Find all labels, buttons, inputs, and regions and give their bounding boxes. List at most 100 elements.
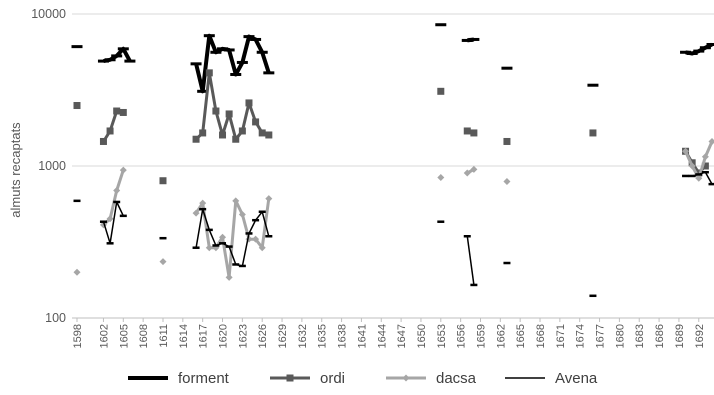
x-tick-label: 1626 [257,324,269,348]
data-point [106,242,114,245]
data-point [708,137,714,145]
data-point [232,263,240,266]
data-point [199,207,207,211]
x-tick-label: 1614 [178,324,190,348]
data-point [238,210,246,218]
x-tick-label: 1659 [475,324,487,348]
series-dacsa [73,137,714,281]
x-tick-label: 1620 [218,324,230,348]
y-axis-label: almuts recaptats [8,122,23,218]
data-point [119,166,127,174]
legend-item: ordi [270,370,345,387]
data-point [119,214,127,218]
data-point [73,268,81,276]
x-tick-label: 1644 [376,324,388,348]
data-point [217,47,229,51]
data-point [706,43,714,47]
data-point [258,129,266,137]
data-point [468,37,480,41]
x-axis-ticks: 1598 1602 1605 1608 1611 1614 1617 1620 1623 1626… [72,318,706,348]
data-point [104,58,116,62]
data-point [111,54,123,58]
data-point [199,199,207,207]
data-point [701,170,709,174]
data-point [680,50,692,54]
x-tick-label: 1623 [237,324,249,348]
data-point [695,173,703,176]
series-line [102,201,124,245]
x-tick-label: 1641 [356,324,368,348]
y-tick-label: 10000 [31,7,66,21]
data-point [265,131,273,139]
legend-label: Avena [555,370,598,387]
y-tick-label: 1000 [38,159,66,173]
data-point [225,110,233,118]
data-point [252,218,260,222]
data-point [265,235,273,238]
data-point [117,47,129,51]
data-point [223,48,235,52]
data-point [159,236,167,240]
x-tick-label: 1668 [535,324,547,348]
data-point [99,137,107,145]
x-tick-label: 1674 [575,324,587,348]
data-point [250,37,262,41]
x-tick-label: 1680 [614,324,626,348]
x-tick-label: 1662 [495,324,507,348]
data-point [470,129,478,137]
data-point [463,235,471,238]
data-point [699,46,711,50]
y-tick-label: 100 [45,311,66,325]
x-tick-label: 1608 [138,324,150,348]
data-point [232,197,240,205]
x-tick-label: 1677 [595,324,607,348]
data-point [245,232,253,235]
data-point [106,215,114,223]
legend-item: Avena [505,370,598,387]
data-point [245,99,253,107]
x-tick-label: 1653 [436,324,448,348]
legend: forment ordi dacsa Avena [128,370,598,387]
gridlines [72,13,714,319]
data-point [695,169,703,177]
data-point [225,273,233,281]
data-point [113,107,121,115]
data-point [437,174,445,182]
data-point [113,200,121,204]
x-tick-label: 1635 [317,324,329,348]
series-layer [71,23,714,298]
x-tick-label: 1602 [98,324,110,348]
data-point [463,169,471,177]
legend-label: forment [178,370,230,387]
data-point [708,182,714,186]
data-point [113,186,121,194]
series-line [195,71,270,141]
series-line [466,236,475,286]
data-point [693,49,705,53]
data-point [589,294,597,298]
data-point [205,228,213,232]
x-tick-label: 1605 [118,324,130,348]
data-point [243,35,255,39]
x-tick-label: 1629 [277,324,289,348]
data-point [210,50,222,54]
series-avena [73,170,714,298]
x-tick-label: 1656 [456,324,468,348]
data-point [688,162,696,170]
data-point [701,153,709,161]
data-point [503,261,511,265]
data-point [199,129,207,137]
data-point [192,209,200,217]
legend-label: ordi [320,370,345,387]
data-point [256,50,268,54]
data-point [501,66,513,70]
x-tick-label: 1647 [396,324,408,348]
series-line [195,208,270,267]
x-tick-label: 1671 [555,324,567,348]
data-point [461,38,473,42]
data-point [73,102,81,110]
data-point [695,174,703,182]
legend-marker [402,374,410,382]
data-point [589,129,597,137]
data-point [238,127,246,135]
